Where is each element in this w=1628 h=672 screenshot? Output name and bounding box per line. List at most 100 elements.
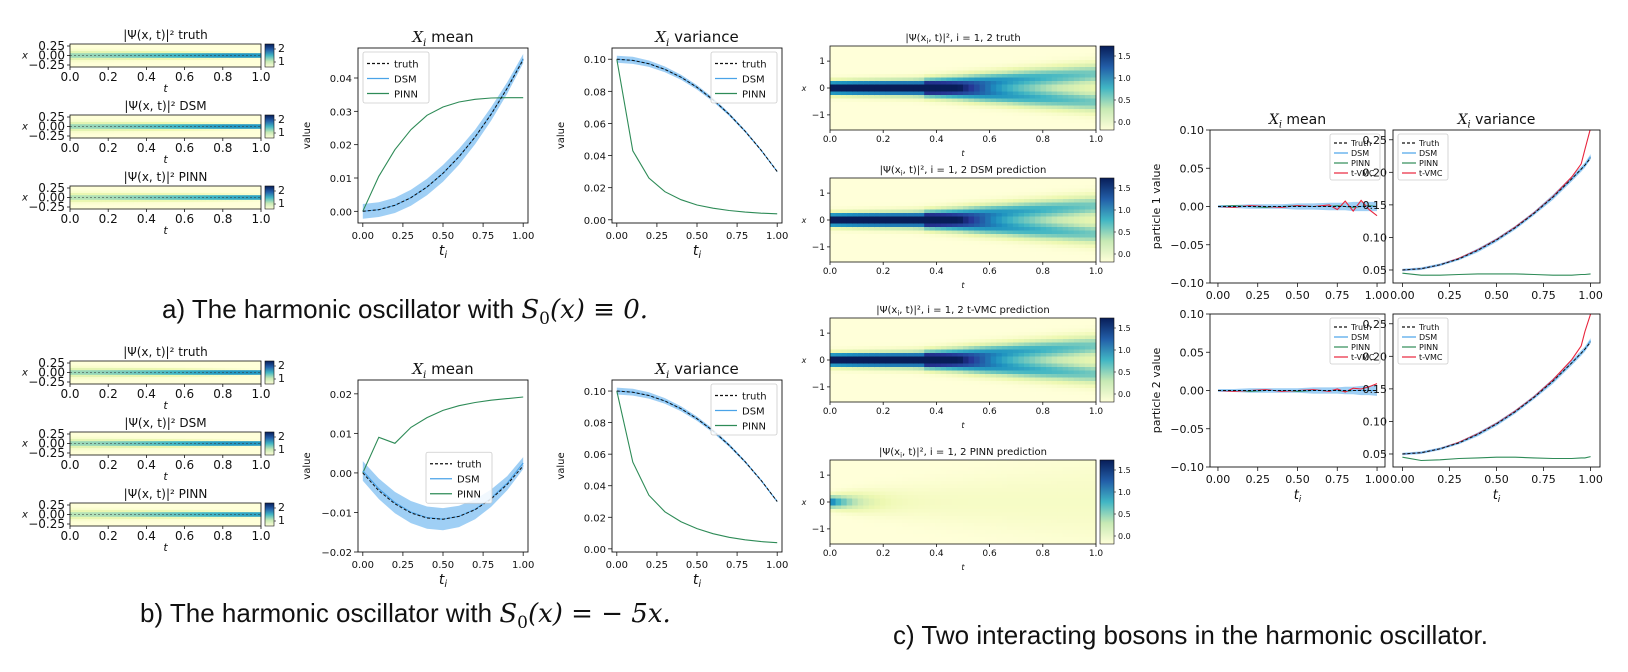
heatmap-cell xyxy=(217,44,222,47)
heatmap-cell xyxy=(863,251,870,256)
heatmap-cell xyxy=(165,512,170,515)
heatmap-cell xyxy=(830,77,836,82)
heatmap-cell xyxy=(117,381,123,385)
heatmap-cell xyxy=(213,450,218,454)
heatmap-cell xyxy=(129,44,135,47)
heatmap-cell xyxy=(73,50,79,54)
heatmap-cell xyxy=(229,195,234,198)
heatmap-cell xyxy=(874,206,881,210)
heatmap-cell xyxy=(181,448,186,451)
heatmap-cell xyxy=(1012,84,1019,89)
legend-label: DSM xyxy=(742,407,765,418)
heatmap-cell xyxy=(841,220,848,224)
heatmap-cell xyxy=(97,514,103,518)
x-tick-label: 0.00 xyxy=(606,231,628,242)
heatmap-cell xyxy=(97,128,103,132)
heatmap-cell xyxy=(946,70,953,75)
heatmap-cell xyxy=(197,372,202,376)
heatmap-cell xyxy=(173,46,178,49)
heatmap-cell xyxy=(846,105,853,110)
heatmap-cell xyxy=(101,377,107,380)
heatmap-cell xyxy=(153,374,158,378)
heatmap-cell xyxy=(137,199,143,203)
heatmap-cell xyxy=(105,192,111,196)
heatmap-cell xyxy=(169,133,174,137)
heatmap-cell xyxy=(189,367,194,371)
heatmap-cell xyxy=(974,109,981,113)
heatmap-cell xyxy=(197,124,202,127)
heatmap-cell xyxy=(241,192,246,196)
heatmap-cell xyxy=(153,363,158,366)
heatmap-cell xyxy=(902,70,908,75)
heatmap-cell xyxy=(177,126,182,130)
heatmap-cell xyxy=(145,365,150,369)
heatmap-cell xyxy=(213,199,218,203)
heatmap-cell xyxy=(165,523,170,527)
heatmap-cell xyxy=(841,74,848,78)
heatmap-cell xyxy=(830,199,836,203)
heatmap-cell xyxy=(157,50,162,54)
heatmap-cell xyxy=(201,512,206,515)
heatmap-cell xyxy=(89,516,95,520)
heatmap-cell xyxy=(97,206,103,210)
heatmap-cell xyxy=(141,507,147,511)
heatmap-cell xyxy=(169,432,174,435)
heatmap-cell xyxy=(93,50,99,54)
heatmap-cell xyxy=(89,448,95,451)
heatmap-cell xyxy=(1007,53,1014,57)
heatmap-cell xyxy=(1073,67,1080,71)
heatmap-cell xyxy=(70,44,75,47)
heatmap-cell xyxy=(885,195,892,200)
heatmap-cell xyxy=(89,436,95,440)
heatmap-cell xyxy=(101,505,107,508)
heatmap-cell xyxy=(946,74,953,78)
heatmap-cell xyxy=(125,361,131,364)
heatmap-cell xyxy=(205,507,210,511)
heatmap-cell xyxy=(133,434,139,437)
heatmap-cell xyxy=(924,185,931,189)
heatmap-cell xyxy=(241,370,246,373)
heatmap-cell xyxy=(197,48,202,52)
plot-area xyxy=(362,54,524,219)
x-tick-label: 0.50 xyxy=(432,560,454,571)
heatmap-cell xyxy=(221,195,226,198)
heatmap-cell xyxy=(1023,74,1030,78)
heatmap-cell xyxy=(957,258,964,263)
heatmap-cell xyxy=(1001,49,1008,54)
heatmap-cell xyxy=(868,195,875,200)
heatmap-cell xyxy=(852,234,859,238)
heatmap-cell xyxy=(153,432,158,435)
heatmap-cell xyxy=(117,115,123,118)
heatmap-cell xyxy=(181,197,186,201)
heatmap-cell xyxy=(133,503,139,506)
heatmap-cell xyxy=(929,195,936,200)
heatmap-cell xyxy=(205,381,210,385)
heatmap-cell xyxy=(181,516,186,520)
heatmap-cell xyxy=(957,60,964,64)
heatmap-cell xyxy=(974,123,981,127)
heatmap-cell xyxy=(1073,63,1080,68)
heatmap-cell xyxy=(1062,63,1069,68)
heatmap-cell xyxy=(77,507,83,511)
heatmap-cell xyxy=(117,131,123,134)
heatmap-cell xyxy=(185,60,190,63)
heatmap-cell xyxy=(835,216,842,221)
heatmap-cell xyxy=(863,98,870,103)
heatmap-cell xyxy=(868,112,875,117)
heatmap-cell xyxy=(169,436,174,440)
heatmap-cell xyxy=(946,213,953,217)
heatmap-cell xyxy=(996,112,1003,117)
heatmap-cell xyxy=(157,60,162,63)
heatmap-cell xyxy=(221,361,226,364)
heatmap-cell xyxy=(97,202,103,205)
heatmap-cell xyxy=(940,199,947,203)
heatmap-cell xyxy=(153,126,158,130)
heatmap-cell xyxy=(97,361,103,364)
heatmap-cell xyxy=(857,244,864,249)
heatmap-cell xyxy=(93,115,99,118)
heatmap-cell xyxy=(209,199,214,203)
heatmap-cell xyxy=(929,95,936,99)
heatmap-cell xyxy=(113,55,119,59)
heatmap-cell xyxy=(996,53,1003,57)
heatmap-cell xyxy=(93,523,99,527)
